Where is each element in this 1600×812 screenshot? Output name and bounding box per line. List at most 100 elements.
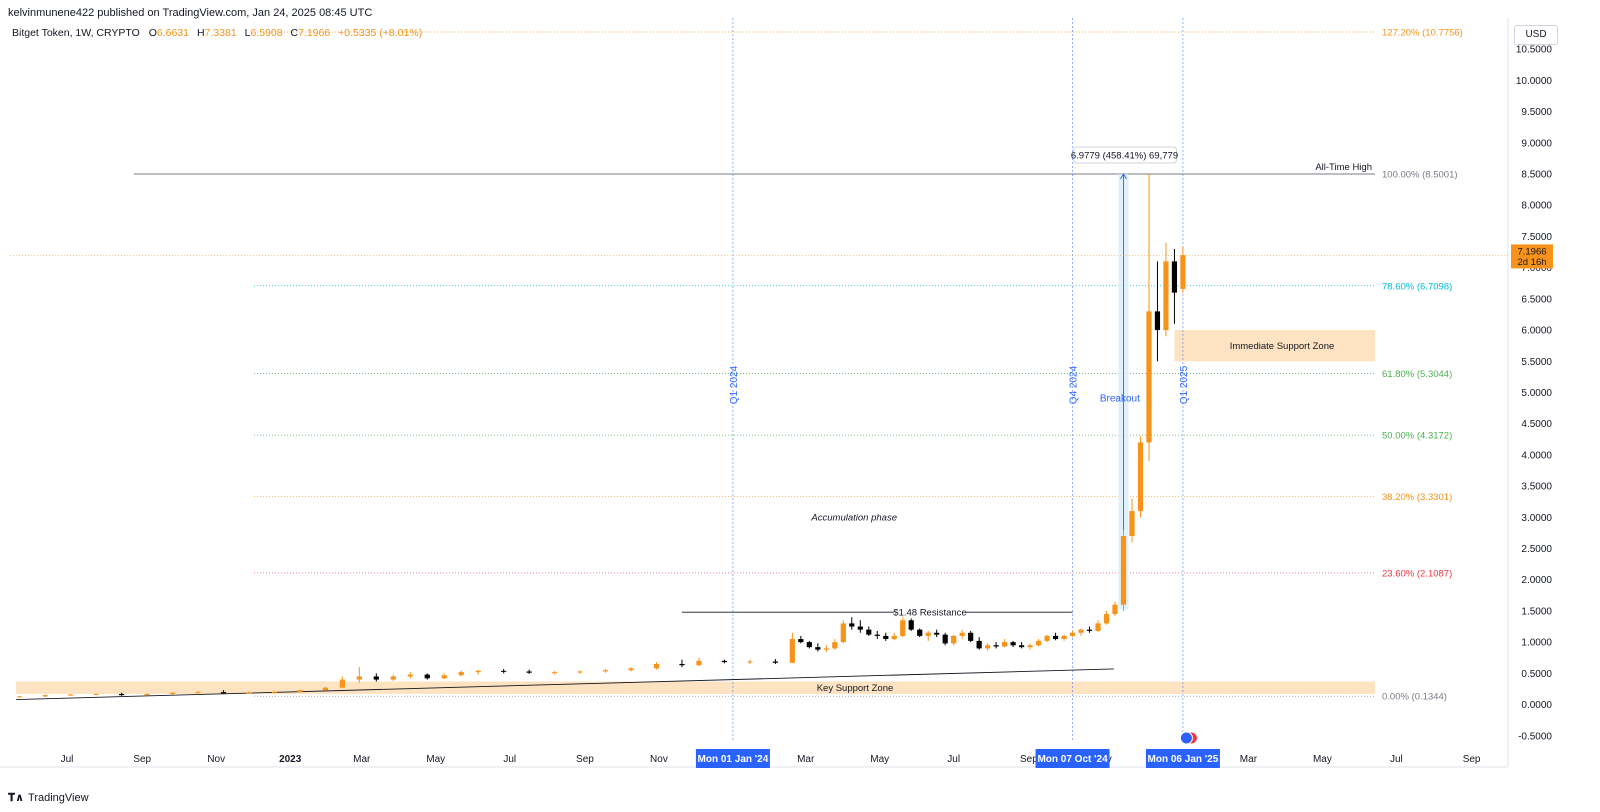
fib-label-6: 23.60% (2.1087) [1382, 568, 1452, 579]
price-axis: 10.500010.00009.50009.00008.50008.00007.… [1511, 45, 1553, 743]
candle-body-67 [1070, 633, 1075, 636]
candle-body-29 [679, 664, 684, 665]
x-tick-label-5: May [426, 754, 445, 765]
tradingview-brand[interactable]: 𝐓∧ TradingView [8, 791, 89, 805]
y-tick-label-21: 0.0000 [1521, 700, 1552, 711]
candle-body-7 [195, 692, 200, 693]
x-tick-label-2: Nov [207, 754, 225, 765]
candle-body-64 [1044, 636, 1049, 641]
candle-body-34 [790, 639, 795, 663]
candle-body-59 [1002, 642, 1007, 646]
candle-body-42 [858, 627, 863, 630]
candle-body-13 [340, 680, 345, 688]
fibonacci-levels: 127.20% (10.7756) 100.00% (8.5001) 78.60% … [134, 28, 1463, 703]
key-support-zone [16, 681, 1375, 693]
candle-body-57 [985, 645, 990, 648]
candle-body-6 [170, 693, 175, 694]
candle-body-75 [1138, 442, 1143, 511]
candle-body-24 [552, 672, 557, 673]
candle-body-2 [68, 695, 73, 696]
candle-body-30 [696, 661, 701, 665]
candle-body-60 [1011, 642, 1016, 645]
candle-body-18 [425, 675, 430, 679]
candle-body-11 [297, 690, 302, 692]
x-tick-label-15: May [1313, 754, 1332, 765]
candle-body-58 [994, 645, 999, 646]
candle-body-9 [246, 693, 251, 694]
x-tick-label-6: Jul [503, 754, 516, 765]
date-highlight-label-2: Mon 06 Jan '25 [1148, 754, 1219, 765]
candle-body-56 [977, 641, 982, 648]
y-tick-label-14: 3.5000 [1521, 482, 1552, 493]
resistance-label: $1.48 Resistance [893, 608, 966, 619]
candle-body-40 [841, 623, 846, 642]
time-axis: Jul Sep Nov 2023 Mar May Jul Sep Nov Mar May Jul Sep… [61, 732, 1481, 768]
x-tick-label-4: Mar [353, 754, 371, 765]
candle-body-49 [917, 630, 922, 636]
candle-body-19 [442, 675, 447, 678]
candle-body-12 [323, 688, 328, 690]
candle-body-46 [892, 636, 897, 639]
candle-body-44 [875, 635, 880, 636]
fib-label-7: 0.00% (0.1344) [1382, 692, 1447, 703]
x-tick-label-17: Sep [1463, 754, 1481, 765]
y-tick-label-1: 10.0000 [1516, 76, 1553, 87]
immediate-support-zone-label: Immediate Support Zone [1230, 341, 1335, 352]
candle-body-52 [943, 635, 948, 644]
candle-body-23 [527, 671, 532, 672]
candle-body-16 [391, 676, 396, 679]
candle-body-8 [221, 692, 226, 693]
candle-body-72 [1112, 605, 1117, 614]
candle-body-79 [1172, 261, 1177, 292]
y-tick-label-16: 2.5000 [1521, 544, 1552, 555]
y-tick-label-3: 9.0000 [1521, 138, 1552, 149]
y-tick-label-9: 6.0000 [1521, 326, 1552, 337]
candle-body-62 [1027, 645, 1032, 647]
candle-body-50 [926, 633, 931, 636]
candle-body-61 [1019, 645, 1024, 647]
y-tick-label-18: 1.5000 [1521, 606, 1552, 617]
candle-body-36 [807, 642, 812, 647]
ath-label: All-Time High [1315, 162, 1372, 173]
candle-body-78 [1163, 261, 1168, 330]
candle-body-10 [272, 692, 277, 693]
candle-body-47 [900, 620, 905, 636]
candle-body-27 [628, 668, 633, 670]
candle-body-35 [798, 639, 803, 642]
x-tick-label-14: Mar [1240, 754, 1258, 765]
y-tick-label-10: 5.5000 [1521, 357, 1552, 368]
candle-body-76 [1146, 311, 1151, 442]
candle-body-45 [883, 636, 888, 639]
candle-body-4 [119, 694, 124, 695]
candle-body-32 [747, 661, 752, 662]
x-tick-label-10: May [870, 754, 889, 765]
y-tick-label-15: 3.0000 [1521, 513, 1552, 524]
x-tick-label-9: Mar [797, 754, 815, 765]
candle-body-48 [909, 620, 914, 629]
y-tick-label-6: 7.5000 [1521, 232, 1552, 243]
price-label-value: 7.1966 [1517, 246, 1546, 257]
candle-body-5 [144, 694, 149, 695]
marker-label-0: Q1 2024 [729, 365, 740, 404]
accumulation-label: Accumulation phase [810, 512, 897, 523]
candle-body-33 [773, 661, 778, 662]
candle-body-70 [1095, 623, 1100, 630]
y-tick-label-22: -0.5000 [1518, 731, 1552, 742]
candle-body-20 [459, 672, 464, 675]
candle-body-3 [94, 694, 99, 695]
candle-body-22 [501, 671, 506, 672]
breakout-label: Breakout [1100, 394, 1140, 405]
fib-label-1: 100.00% (8.5001) [1382, 170, 1458, 181]
fib-label-2: 78.60% (6.7098) [1382, 281, 1452, 292]
y-tick-label-2: 9.5000 [1521, 107, 1552, 118]
y-tick-label-11: 5.0000 [1521, 388, 1552, 399]
candle-body-21 [476, 671, 481, 672]
fib-label-4: 50.00% (4.3172) [1382, 431, 1452, 442]
x-tick-label-7: Sep [576, 754, 594, 765]
y-tick-label-4: 8.5000 [1521, 170, 1552, 181]
fib-label-3: 61.80% (5.3044) [1382, 369, 1452, 380]
key-support-zone-label: Key Support Zone [817, 683, 894, 694]
y-tick-label-12: 4.5000 [1521, 419, 1552, 430]
candle-body-26 [603, 670, 608, 671]
